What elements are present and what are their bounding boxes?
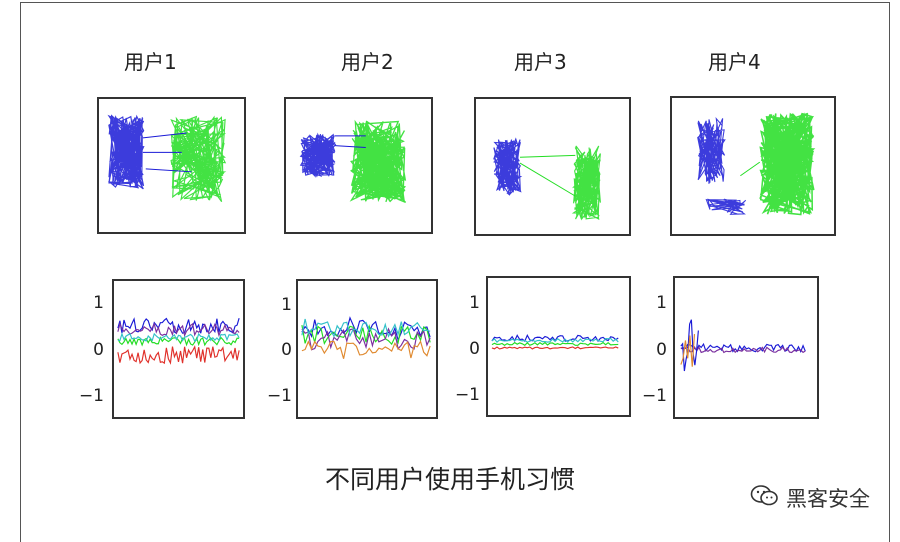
signal-spike	[680, 319, 699, 372]
signal-red	[117, 345, 240, 365]
ytick-1-pos: 1	[93, 293, 104, 313]
ytick-3-zero: 0	[469, 339, 480, 359]
trajectory-panel-2	[284, 97, 433, 234]
signal-panel-2	[296, 279, 438, 419]
signal-orange	[301, 339, 431, 359]
wechat-icon	[750, 484, 780, 513]
connector	[145, 168, 192, 173]
ytick-2-neg: −1	[266, 386, 292, 406]
signal-purple	[301, 327, 431, 351]
connector	[334, 145, 366, 149]
user-label-3: 用户3	[514, 50, 567, 74]
trajectory-panel-1	[97, 97, 246, 234]
green-trace	[759, 112, 816, 216]
ytick-4-neg: −1	[641, 386, 667, 406]
ytick-2-zero: 0	[281, 340, 292, 360]
signal-cyan	[301, 318, 431, 338]
ytick-2-pos: 1	[281, 295, 292, 315]
user-label-4: 用户4	[708, 50, 761, 74]
signal-plot-2	[301, 316, 431, 359]
connector	[740, 161, 761, 177]
ytick-1-neg: −1	[78, 386, 104, 406]
trajectory-plot-4	[697, 112, 816, 216]
ytick-3-pos: 1	[469, 293, 480, 313]
connector	[519, 154, 576, 158]
blue-trace	[705, 198, 747, 215]
ytick-3-neg: −1	[454, 385, 480, 405]
connector	[519, 162, 576, 197]
signal-spike-orange	[680, 334, 696, 367]
user-label-2: 用户2	[341, 50, 394, 74]
signal-blue	[117, 317, 240, 335]
user-label-1: 用户1	[124, 50, 177, 74]
signal-plot-4	[680, 319, 806, 372]
figure-caption: 不同用户使用手机习惯	[324, 465, 575, 494]
blue-trace	[107, 114, 145, 190]
signal-panel-1	[112, 279, 245, 419]
signal-panel-4	[673, 276, 819, 419]
green-trace	[170, 115, 227, 203]
signal-purple	[117, 322, 240, 338]
green-trace	[349, 119, 407, 204]
blue-trace	[697, 117, 726, 184]
blue-trace	[299, 132, 337, 178]
figure-frame	[20, 2, 890, 542]
signal-purple	[680, 345, 806, 354]
blue-trace	[492, 137, 523, 196]
green-trace	[571, 145, 601, 221]
trajectory-panel-3	[474, 97, 631, 236]
trajectory-plot-3	[492, 137, 601, 221]
signal-red	[491, 346, 619, 350]
connector	[142, 132, 187, 139]
watermark: 黑客安全	[750, 483, 870, 513]
signal-cyan	[117, 332, 240, 342]
signal-panel-3	[486, 276, 631, 417]
watermark-text: 黑客安全	[786, 487, 870, 511]
signal-plot-1	[117, 317, 240, 365]
signal-cyan	[491, 337, 619, 343]
signal-plot-3	[491, 334, 619, 350]
signal-green	[491, 341, 619, 347]
trajectory-plot-2	[299, 119, 407, 204]
ytick-1-zero: 0	[93, 340, 104, 360]
trajectory-plot-1	[107, 114, 227, 203]
trajectory-panel-4	[670, 96, 836, 236]
ytick-4-zero: 0	[656, 340, 667, 360]
ytick-4-pos: 1	[656, 293, 667, 313]
